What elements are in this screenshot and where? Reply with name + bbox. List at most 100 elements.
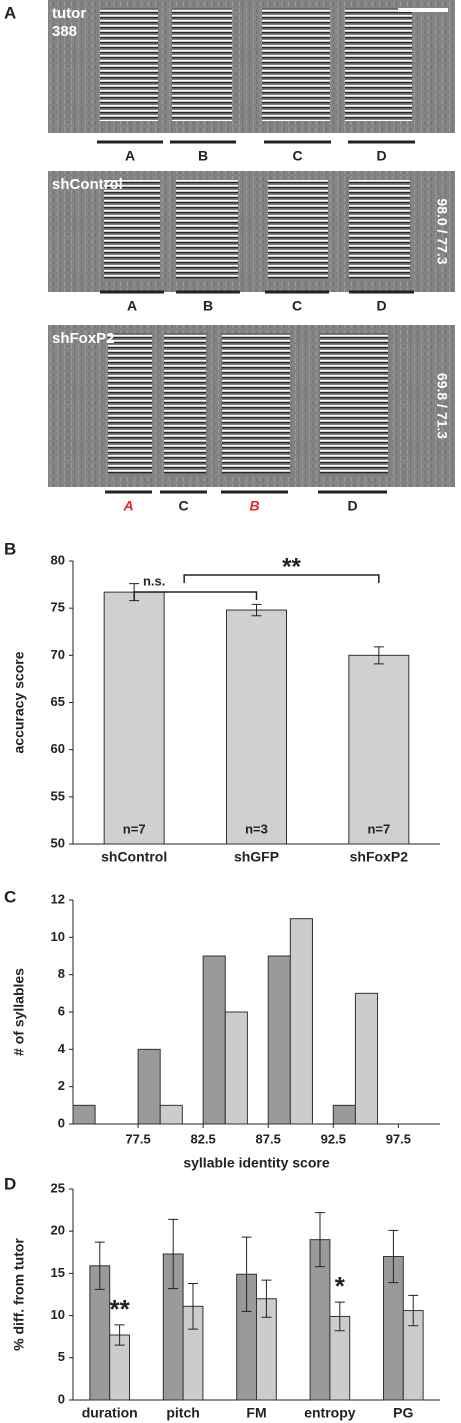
spectrogram-label: shFoxP2 — [52, 330, 115, 347]
syllable-label: A — [125, 148, 135, 164]
error-bar — [168, 1218, 179, 1290]
histogram-bar — [332, 1104, 356, 1125]
syllable-spectrum — [345, 8, 412, 121]
y-tick-label: 60 — [51, 741, 65, 756]
syllable-label: C — [292, 298, 302, 314]
histogram-bar — [289, 918, 313, 1125]
x-tick-label: shControl — [101, 849, 167, 865]
y-tick-label: 4 — [58, 1041, 66, 1056]
x-tick-label: 97.5 — [386, 1131, 411, 1146]
syllable-spectrum — [176, 179, 238, 280]
x-tick-label: FM — [246, 1405, 266, 1421]
y-tick-label: 15 — [51, 1265, 65, 1280]
syllable-label: C — [178, 498, 188, 514]
y-tick-label: 80 — [51, 552, 65, 567]
x-tick-label: shFoxP2 — [350, 849, 409, 865]
y-tick-label: 75 — [51, 600, 65, 615]
y-tick-label: 10 — [51, 929, 65, 944]
syllable-spectrum — [222, 333, 290, 475]
y-tick-label: 0 — [58, 1391, 65, 1406]
x-axis-label: syllable identity score — [183, 1155, 329, 1171]
y-tick-label: 55 — [51, 788, 65, 803]
y-tick-label: 20 — [51, 1223, 65, 1238]
y-tick-label: 25 — [51, 1180, 65, 1195]
x-tick-label: 87.5 — [256, 1131, 281, 1146]
x-tick-label: 82.5 — [190, 1131, 215, 1146]
y-tick-label: 65 — [51, 694, 65, 709]
x-tick-label: 92.5 — [321, 1131, 346, 1146]
spectrogram-label: 388 — [52, 23, 77, 40]
significance-label: * — [335, 1271, 346, 1301]
significance-bracket — [183, 574, 380, 583]
syllable-spectrum — [164, 333, 206, 475]
histogram-bar — [72, 1104, 96, 1125]
error-bar — [314, 1212, 325, 1268]
x-tick-label: pitch — [166, 1405, 199, 1421]
histogram-bar — [137, 1048, 161, 1125]
y-axis-label: accuracy score — [11, 651, 27, 753]
bar — [226, 609, 287, 845]
error-bar — [373, 646, 384, 665]
histogram-bar — [354, 992, 379, 1125]
syllable-spectrum — [262, 8, 330, 121]
histogram-bar — [267, 955, 291, 1125]
histogram-bar — [224, 1011, 248, 1125]
syllable-spectrum — [172, 8, 232, 121]
syllable-spectrum — [268, 179, 328, 280]
y-tick-label: 8 — [58, 966, 65, 981]
similarity-score: 98.0 / 77.3 — [434, 198, 450, 264]
syllable-label: D — [347, 498, 357, 514]
similarity-score: 69.8 / 71.3 — [434, 373, 450, 439]
y-tick-label: 5 — [58, 1349, 65, 1364]
error-bar — [188, 1283, 199, 1330]
syllable-label: A — [127, 298, 137, 314]
syllable-spectrum — [100, 8, 158, 121]
syllable-label: B — [203, 298, 213, 314]
bar-n-label: n=3 — [245, 821, 268, 836]
x-tick-label: PG — [393, 1405, 413, 1421]
y-axis-label: # of syllables — [11, 968, 27, 1056]
y-tick-label: 12 — [51, 891, 65, 906]
spectrogram-label: tutor — [52, 5, 86, 22]
y-tick-label: 10 — [51, 1307, 65, 1322]
bar — [348, 654, 410, 845]
scale-bar — [398, 8, 448, 12]
panel-label: A — [4, 3, 16, 22]
y-tick-label: 0 — [58, 1115, 65, 1130]
y-tick-label: 2 — [58, 1078, 65, 1093]
syllable-spectrum — [320, 333, 388, 475]
syllable-label: B — [198, 148, 208, 164]
error-bar — [241, 1236, 252, 1312]
syllable-label: C — [292, 148, 302, 164]
syllable-spectrum — [104, 179, 160, 280]
error-bar — [388, 1229, 399, 1284]
significance-bracket — [133, 591, 258, 600]
histogram-bar — [202, 955, 226, 1125]
syllable-label: A — [122, 498, 133, 514]
significance-label: ** — [109, 1294, 130, 1324]
error-bar — [114, 1324, 125, 1346]
panel-label: B — [4, 539, 16, 558]
histogram-bar — [159, 1104, 183, 1125]
syllable-spectrum — [108, 333, 152, 475]
bar-n-label: n=7 — [367, 821, 390, 836]
bar-n-label: n=7 — [123, 821, 146, 836]
y-tick-label: 6 — [58, 1003, 65, 1018]
syllable-spectrum — [349, 179, 410, 280]
x-tick-label: duration — [82, 1405, 138, 1421]
error-bar — [94, 1241, 105, 1290]
significance-label: n.s. — [143, 573, 165, 588]
x-tick-label: entropy — [304, 1405, 356, 1421]
bar — [103, 591, 165, 845]
error-bar — [334, 1301, 345, 1332]
syllable-label: D — [376, 298, 386, 314]
panel-label: C — [4, 887, 16, 906]
error-bar — [261, 1279, 272, 1318]
syllable-label: B — [249, 498, 259, 514]
syllable-label: D — [376, 148, 386, 164]
spectrogram-label: shControl — [52, 176, 123, 193]
y-axis-label: % diff. from tutor — [11, 1238, 27, 1351]
y-tick-label: 70 — [51, 647, 65, 662]
y-tick-label: 50 — [51, 835, 65, 850]
